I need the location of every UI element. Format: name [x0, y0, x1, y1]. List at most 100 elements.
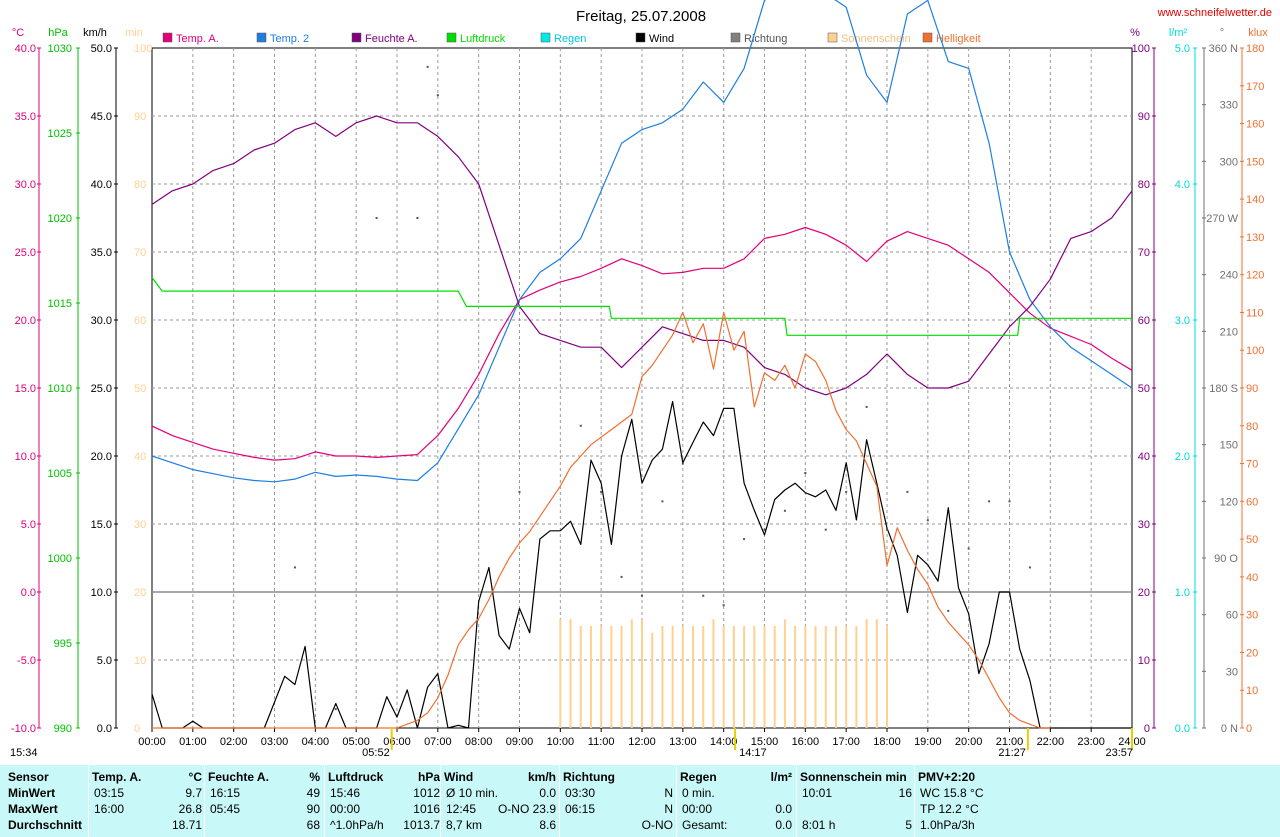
stats-cell-left: 8,7 km — [446, 818, 483, 832]
temp-tick-label: 40.0 — [15, 43, 36, 55]
luftdruck-line — [151, 277, 1132, 336]
press-tick-label: 1005 — [48, 468, 72, 480]
wind-tick-label: 45.0 — [91, 111, 112, 123]
wind-tick-label: 15.0 — [91, 519, 112, 531]
min-tick-label: 50 — [134, 383, 146, 395]
lux-tick-label: 100 — [1246, 345, 1264, 357]
press-tick-label: 995 — [54, 638, 72, 650]
rain-tick-label: 2.0 — [1175, 451, 1190, 463]
min-tick-label: 70 — [134, 247, 146, 259]
lux-tick-label: 30 — [1246, 610, 1258, 622]
x-tick-label: 19:00 — [914, 736, 942, 748]
lux-tick-label: 80 — [1246, 421, 1258, 433]
legend-label: Feuchte A. — [365, 33, 418, 45]
lux-axis-unit: klux — [1248, 27, 1268, 39]
hum-tick-label: 30 — [1138, 519, 1150, 531]
press-tick-label: 1015 — [48, 298, 72, 310]
hum-tick-label: 60 — [1138, 315, 1150, 327]
legend-swatch — [635, 32, 646, 43]
press-tick-label: 1030 — [48, 43, 72, 55]
temp-2-line — [151, 0, 1133, 483]
x-tick-label: 20:00 — [955, 736, 983, 748]
legend-swatch — [446, 32, 457, 43]
stats-cell-left: TP 12.2 °C — [920, 802, 979, 816]
direction-point — [1028, 566, 1031, 569]
stats-cell-left: 1.0hPa/3h — [920, 818, 975, 832]
direction-point — [661, 500, 664, 503]
stats-cell-left: 8:01 h — [802, 818, 836, 832]
stats-cell-right: 1016 — [413, 802, 440, 816]
direction-point — [579, 424, 582, 427]
lux-tick-label: 10 — [1246, 685, 1258, 697]
stats-separator — [559, 765, 560, 837]
x-tick-label: 12:00 — [628, 736, 656, 748]
x-tick-label: 04:00 — [302, 736, 330, 748]
stats-separator — [204, 765, 205, 837]
direction-point — [967, 547, 970, 550]
dir-tick-label: 180 S — [1209, 383, 1238, 395]
stats-separator — [88, 765, 89, 837]
lux-tick-label: 180 — [1246, 43, 1264, 55]
hum-tick-label: 40 — [1138, 451, 1150, 463]
temp-tick-label: 5.0 — [21, 519, 36, 531]
dir-tick-label: 0 N — [1221, 723, 1238, 735]
dir-axis-unit: ° — [1220, 27, 1224, 39]
min-tick-label: 100 — [134, 43, 152, 55]
stats-cell-left: 03:30 — [565, 786, 596, 800]
stats-cell-left: 06:15 — [565, 802, 596, 816]
min-tick-label: 90 — [134, 111, 146, 123]
stats-section-title: Wind — [444, 770, 474, 784]
direction-point — [763, 528, 766, 531]
x-tick-label: 08:00 — [465, 736, 493, 748]
stats-cell-left: 15:46 — [330, 786, 361, 800]
stats-cell-right: 18.71 — [171, 818, 202, 832]
temp-tick-label: 35.0 — [15, 111, 36, 123]
row-label-sensor: Sensor — [8, 770, 49, 784]
stats-separator — [676, 765, 677, 837]
dir-tick-label: 120 — [1220, 496, 1238, 508]
direction-point — [436, 94, 439, 97]
direction-point — [416, 217, 419, 219]
x-tick-label: 03:00 — [261, 736, 289, 748]
x-tick-label: 07:00 — [424, 736, 452, 748]
stats-section-title: Luftdruck — [328, 770, 384, 784]
stats-cell-right: 0.0 — [539, 786, 556, 800]
stats-separator — [440, 765, 441, 837]
stats-section-title: PMV+2:20 — [918, 770, 976, 784]
lux-tick-label: 130 — [1246, 232, 1264, 244]
x-tick-label: 13:00 — [669, 736, 697, 748]
temp-axis-unit: °C — [12, 27, 24, 39]
wind-tick-label: 0.0 — [97, 723, 112, 735]
statistics-panel: Sensor MinWert MaxWert Durchschnitt Temp… — [0, 765, 1280, 837]
legend-label: Wind — [649, 33, 674, 45]
stats-cell-left: 10:01 — [802, 786, 833, 800]
stats-cell-right: O-NO 23.9 — [497, 802, 556, 816]
stats-cell-left: 00:00 — [682, 802, 713, 816]
min-tick-label: 60 — [134, 315, 146, 327]
x-tick-label: 01:00 — [179, 736, 207, 748]
legend-label: Sonnenschein — [841, 33, 911, 45]
x-tick-label: 05:00 — [342, 736, 370, 748]
stats-cell-left: ^1.0hPa/h — [330, 818, 384, 832]
press-tick-label: 1010 — [48, 383, 72, 395]
weather-chart: Freitag, 25.07.2008 www.schneifelwetter.… — [10, 0, 1272, 759]
x-tick-label: 16:00 — [792, 736, 820, 748]
direction-point — [926, 519, 929, 522]
direction-point — [600, 490, 603, 493]
time-markers: 05:52 14:17 21:27 15:34 23:57 — [10, 728, 1133, 759]
min-tick-label: 20 — [134, 587, 146, 599]
stats-cell-left: 03:15 — [94, 786, 125, 800]
x-tick-label: 23:00 — [1077, 736, 1105, 748]
direction-point — [518, 490, 521, 493]
sunrise-label: 05:52 — [362, 747, 390, 759]
temp-a-line — [151, 226, 1133, 461]
temp-tick-label: 10.0 — [15, 451, 36, 463]
x-tick-label: 00:00 — [138, 736, 166, 748]
x-tick-label: 17:00 — [832, 736, 860, 748]
legend-swatch — [351, 32, 362, 43]
stats-cell-left: 0 min. — [682, 786, 715, 800]
website-url[interactable]: www.schneifelwetter.de — [1157, 7, 1272, 19]
stats-cell-left: 12:45 — [446, 802, 477, 816]
x-tick-label: 09:00 — [506, 736, 534, 748]
lux-tick-label: 140 — [1246, 194, 1264, 206]
